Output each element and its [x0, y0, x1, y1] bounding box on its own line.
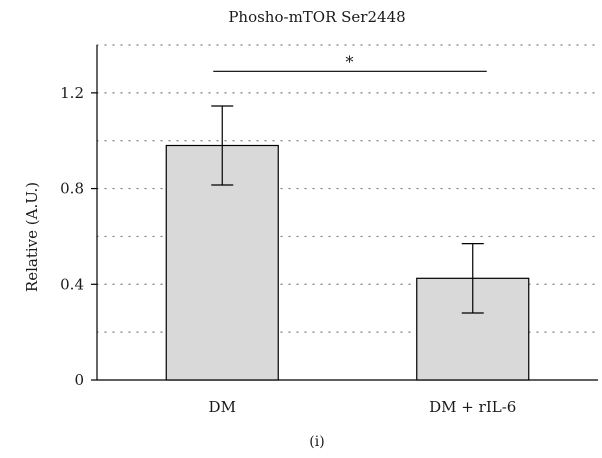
y-axis-label: Relative (A.U.): [23, 182, 41, 292]
panel-label: (i): [309, 434, 324, 450]
significance-annotation: *: [213, 52, 487, 72]
category-label: DM: [209, 398, 236, 416]
y-tick-label: 1.2: [60, 84, 84, 102]
category-label: DM + rIL-6: [429, 398, 516, 416]
y-tick-labels: 0 0.4 0.8 1.2: [60, 84, 84, 389]
y-tick-label: 0: [74, 371, 84, 389]
chart-title: Phosho-mTOR Ser2448: [228, 8, 405, 26]
category-labels: DM DM + rIL-6: [209, 398, 517, 416]
y-tick-label: 0.8: [60, 180, 84, 198]
bars: [165, 144, 530, 381]
error-bars: [211, 105, 484, 314]
significance-star: *: [346, 52, 354, 71]
y-tick-label: 0.4: [60, 275, 84, 293]
